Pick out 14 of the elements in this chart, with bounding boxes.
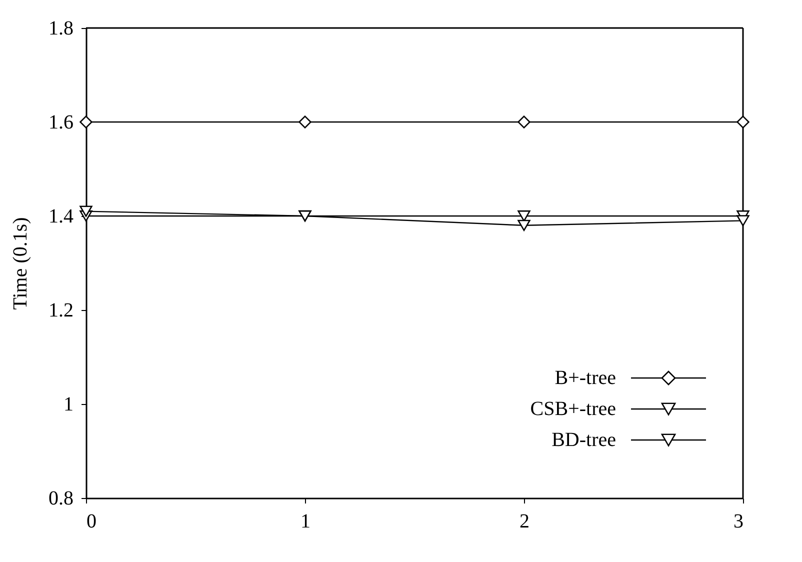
x-tick-label: 1 — [300, 510, 310, 532]
x-tick-label: 0 — [86, 510, 96, 532]
y-tick-label: 1.4 — [48, 206, 74, 228]
y-tick-label: 0.8 — [48, 488, 74, 510]
y-tick-label: 1 — [64, 394, 74, 416]
x-tick-label: 2 — [520, 510, 530, 532]
legend-label: CSB+-tree — [530, 398, 616, 420]
x-tick-label: 3 — [734, 510, 744, 532]
legend-label: B+-tree — [554, 367, 616, 389]
legend-label: BD-tree — [552, 429, 616, 451]
y-axis-title: Time (0.1s) — [10, 217, 32, 310]
y-tick-label: 1.2 — [48, 300, 74, 322]
y-tick-label: 1.8 — [48, 18, 74, 40]
y-tick-label: 1.6 — [48, 112, 74, 134]
